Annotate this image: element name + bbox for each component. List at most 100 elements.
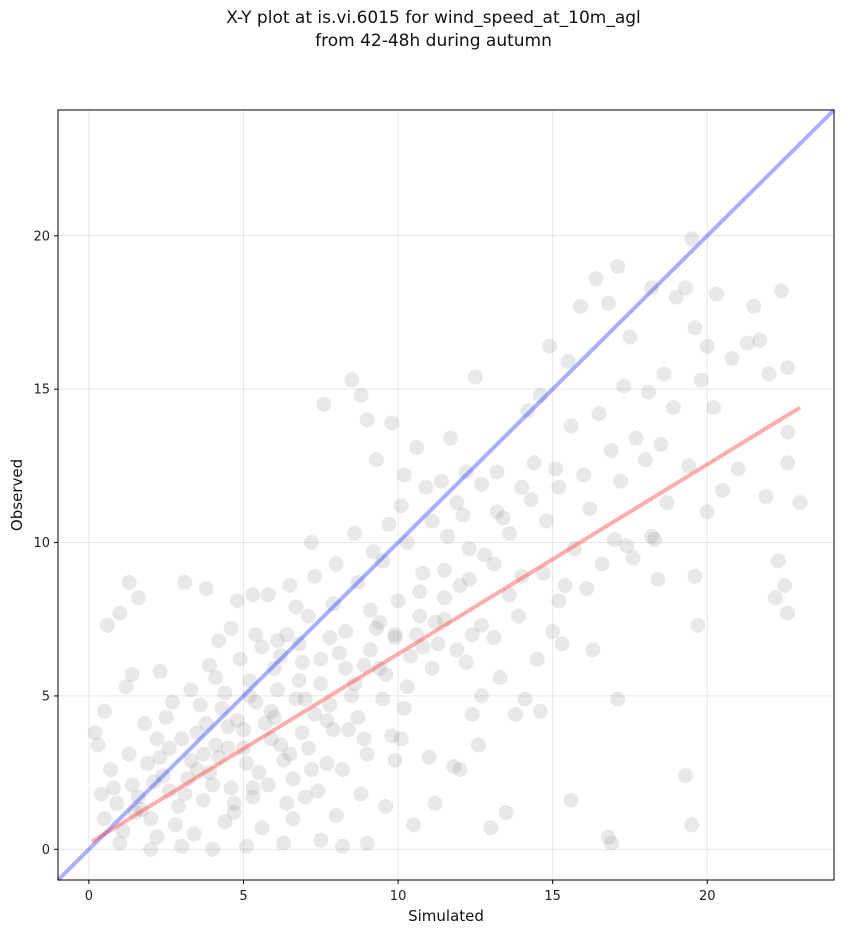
data-point xyxy=(687,568,703,584)
data-point xyxy=(248,627,264,643)
data-point xyxy=(458,464,474,480)
data-point xyxy=(415,639,431,655)
data-point xyxy=(699,338,715,354)
data-point xyxy=(279,795,295,811)
data-point xyxy=(409,439,425,455)
data-point xyxy=(307,706,323,722)
data-point xyxy=(548,461,564,477)
data-point xyxy=(239,755,255,771)
data-point xyxy=(381,516,397,532)
data-point xyxy=(520,403,536,419)
data-point xyxy=(551,479,567,495)
data-point xyxy=(433,473,449,489)
data-point xyxy=(220,740,236,756)
data-point xyxy=(498,805,514,821)
data-point xyxy=(650,571,666,587)
data-point xyxy=(455,507,471,523)
data-point xyxy=(183,752,199,768)
data-point xyxy=(372,614,388,630)
x-tick-label: 0 xyxy=(85,889,93,904)
data-point xyxy=(489,504,505,520)
data-point xyxy=(690,617,706,633)
data-point xyxy=(155,768,171,784)
data-point xyxy=(263,731,279,747)
data-point xyxy=(288,691,304,707)
data-point xyxy=(362,642,378,658)
data-point xyxy=(514,568,530,584)
data-point xyxy=(563,792,579,808)
data-point xyxy=(325,722,341,738)
data-point xyxy=(124,666,140,682)
data-point xyxy=(217,685,233,701)
data-point xyxy=(684,817,700,833)
data-point xyxy=(183,682,199,698)
data-point xyxy=(143,841,159,857)
data-point xyxy=(576,467,592,483)
data-point xyxy=(130,789,146,805)
chart-subtitle: from 42-48h during autumn xyxy=(315,31,552,51)
data-point xyxy=(486,630,502,646)
lines-layer xyxy=(56,108,836,882)
data-point xyxy=(189,725,205,741)
data-point xyxy=(474,476,490,492)
data-point xyxy=(415,565,431,581)
data-point xyxy=(368,620,384,636)
data-point xyxy=(600,295,616,311)
data-point xyxy=(687,320,703,336)
data-point xyxy=(347,676,363,692)
data-point xyxy=(767,590,783,606)
data-point xyxy=(545,624,561,640)
data-point xyxy=(103,762,119,778)
data-point xyxy=(375,553,391,569)
data-point xyxy=(588,271,604,287)
y-axis-label: Observed xyxy=(8,459,26,531)
data-point xyxy=(211,633,227,649)
data-point xyxy=(124,777,140,793)
grid-layer xyxy=(58,110,834,880)
data-point xyxy=(387,630,403,646)
tick-layer: 0 5 10 15 20 0 5 10 15 20 xyxy=(33,229,715,904)
data-point xyxy=(350,574,366,590)
data-point xyxy=(467,369,483,385)
data-point xyxy=(223,620,239,636)
data-point xyxy=(418,479,434,495)
data-point xyxy=(235,740,251,756)
data-point xyxy=(201,657,217,673)
data-point xyxy=(149,829,165,845)
data-point xyxy=(603,835,619,851)
data-point xyxy=(245,780,261,796)
data-point xyxy=(115,823,131,839)
data-point xyxy=(409,627,425,643)
data-point xyxy=(526,455,542,471)
data-point xyxy=(399,679,415,695)
data-point xyxy=(393,731,409,747)
data-point xyxy=(384,415,400,431)
data-point xyxy=(458,654,474,670)
data-point xyxy=(192,697,208,713)
data-point xyxy=(780,360,796,376)
data-point xyxy=(378,666,394,682)
data-point xyxy=(517,691,533,707)
data-point xyxy=(208,737,224,753)
data-point xyxy=(288,599,304,615)
data-point xyxy=(758,489,774,505)
y-tick-label: 10 xyxy=(33,536,50,551)
x-tick-label: 5 xyxy=(239,889,247,904)
data-point xyxy=(572,298,588,314)
data-point xyxy=(452,762,468,778)
data-point xyxy=(424,513,440,529)
data-point xyxy=(260,777,276,793)
data-point xyxy=(591,406,607,422)
data-point xyxy=(780,605,796,621)
data-point xyxy=(464,706,480,722)
fit-line xyxy=(90,405,802,844)
chart-title: X-Y plot at is.vi.6015 for wind_speed_at… xyxy=(226,8,641,28)
data-point xyxy=(511,608,527,624)
data-point xyxy=(130,590,146,606)
data-point xyxy=(372,660,388,676)
data-point xyxy=(146,774,162,790)
data-point xyxy=(344,688,360,704)
data-point xyxy=(316,397,332,413)
data-point xyxy=(356,657,372,673)
data-point xyxy=(211,749,227,765)
